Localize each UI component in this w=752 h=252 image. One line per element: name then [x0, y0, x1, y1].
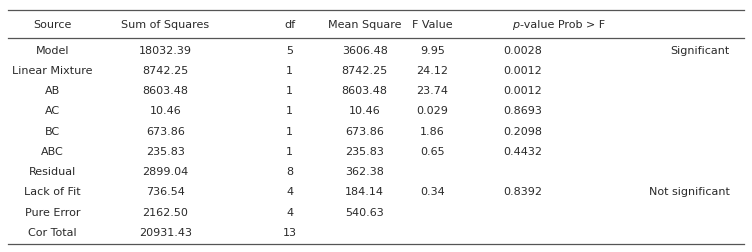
Text: 0.8693: 0.8693: [503, 106, 542, 116]
Text: 10.46: 10.46: [349, 106, 381, 116]
Text: 20931.43: 20931.43: [139, 227, 192, 237]
Text: 0.2098: 0.2098: [503, 126, 542, 136]
Text: -value Prob > F: -value Prob > F: [520, 20, 605, 30]
Text: 18032.39: 18032.39: [139, 45, 192, 55]
Text: 0.8392: 0.8392: [503, 186, 542, 197]
Text: 9.95: 9.95: [420, 45, 445, 55]
Text: 4: 4: [286, 207, 293, 217]
Text: 0.0028: 0.0028: [503, 45, 542, 55]
Text: 1: 1: [286, 146, 293, 156]
Text: df: df: [284, 20, 295, 30]
Text: 673.86: 673.86: [345, 126, 384, 136]
Text: Residual: Residual: [29, 166, 76, 176]
Text: 1: 1: [286, 106, 293, 116]
Text: Mean Square: Mean Square: [328, 20, 402, 30]
Text: Linear Mixture: Linear Mixture: [12, 66, 93, 76]
Text: AB: AB: [45, 86, 60, 96]
Text: 8742.25: 8742.25: [341, 66, 388, 76]
Text: 1.86: 1.86: [420, 126, 444, 136]
Text: F Value: F Value: [412, 20, 453, 30]
Text: 1: 1: [286, 66, 293, 76]
Text: Not significant: Not significant: [648, 186, 729, 197]
Text: 8603.48: 8603.48: [142, 86, 189, 96]
Text: 362.38: 362.38: [345, 166, 384, 176]
Text: 184.14: 184.14: [345, 186, 384, 197]
Text: 235.83: 235.83: [345, 146, 384, 156]
Text: Cor Total: Cor Total: [29, 227, 77, 237]
Text: 0.65: 0.65: [420, 146, 444, 156]
Text: 673.86: 673.86: [146, 126, 185, 136]
Text: 736.54: 736.54: [146, 186, 185, 197]
Text: BC: BC: [45, 126, 60, 136]
Text: 2899.04: 2899.04: [142, 166, 189, 176]
Text: 5: 5: [286, 45, 293, 55]
Text: 0.0012: 0.0012: [503, 66, 542, 76]
Text: 13: 13: [283, 227, 296, 237]
Text: Source: Source: [33, 20, 72, 30]
Text: Sum of Squares: Sum of Squares: [121, 20, 210, 30]
Text: 4: 4: [286, 186, 293, 197]
Text: 10.46: 10.46: [150, 106, 181, 116]
Text: Lack of Fit: Lack of Fit: [24, 186, 81, 197]
Text: 23.74: 23.74: [417, 86, 448, 96]
Text: 1: 1: [286, 126, 293, 136]
Text: Significant: Significant: [670, 45, 729, 55]
Text: 0.4432: 0.4432: [503, 146, 542, 156]
Text: Model: Model: [36, 45, 69, 55]
Text: 8: 8: [286, 166, 293, 176]
Text: 24.12: 24.12: [417, 66, 448, 76]
Text: p: p: [512, 20, 519, 30]
Text: 540.63: 540.63: [345, 207, 384, 217]
Text: 8603.48: 8603.48: [341, 86, 388, 96]
Text: 1: 1: [286, 86, 293, 96]
Text: 0.0012: 0.0012: [503, 86, 542, 96]
Text: AC: AC: [45, 106, 60, 116]
Text: Pure Error: Pure Error: [25, 207, 80, 217]
Text: 2162.50: 2162.50: [142, 207, 189, 217]
Text: 0.029: 0.029: [417, 106, 448, 116]
Text: 0.34: 0.34: [420, 186, 444, 197]
Text: 235.83: 235.83: [146, 146, 185, 156]
Text: ABC: ABC: [41, 146, 64, 156]
Text: 8742.25: 8742.25: [142, 66, 189, 76]
Text: 3606.48: 3606.48: [341, 45, 388, 55]
